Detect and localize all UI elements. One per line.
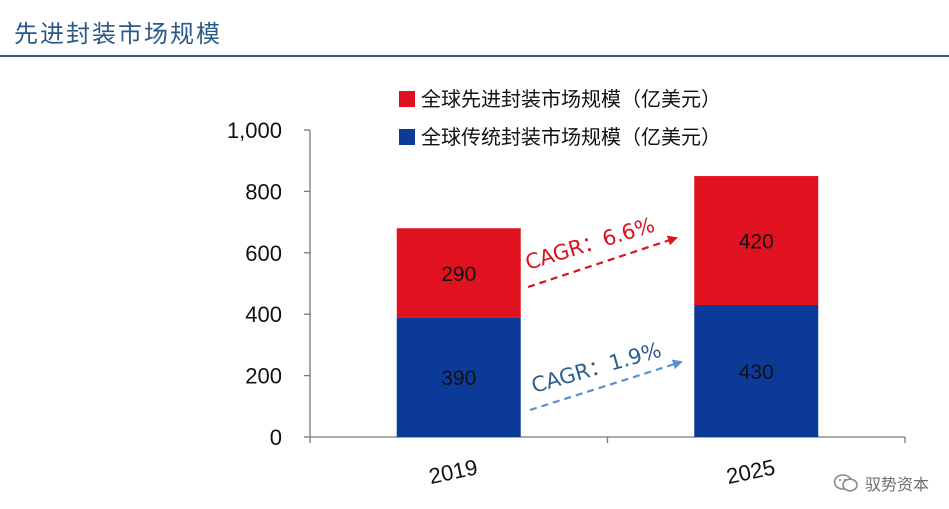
legend-swatch (399, 129, 415, 145)
y-tick-label: 200 (245, 364, 282, 389)
advanced-value-label-2025: 420 (739, 231, 774, 254)
page-title: 先进封装市场规模 (14, 20, 222, 48)
traditional-bar-2025 (694, 304, 819, 437)
traditional-value-label-2025: 430 (739, 361, 774, 384)
advanced-bar-2025 (694, 176, 819, 305)
wechat-icon (833, 474, 858, 492)
y-tick-label: 1,000 (227, 118, 282, 143)
y-tick-label: 0 (270, 425, 282, 450)
cagr-arrow-advanced (527, 235, 678, 289)
legend-label: 全球传统封装市场规模（亿美元） (421, 125, 721, 149)
y-tick-label: 400 (245, 302, 282, 327)
y-tick-label: 800 (245, 179, 282, 204)
legend-label: 全球先进封装市场规模（亿美元） (421, 87, 721, 111)
x-category-label: 2019 (427, 454, 480, 489)
advanced-value-label-2019: 290 (441, 263, 476, 286)
advanced-bar-2019 (396, 228, 521, 318)
title-divider (0, 55, 949, 57)
y-tick-label: 600 (245, 241, 282, 266)
x-category-label: 2025 (724, 454, 777, 489)
legend-swatch (399, 91, 415, 107)
watermark: 驭势资本 (833, 471, 929, 495)
cagr-label-traditional: CAGR：1.9% (529, 338, 664, 398)
traditional-bar-2019 (396, 317, 521, 437)
traditional-value-label-2019: 390 (441, 367, 476, 390)
watermark-text: 驭势资本 (864, 475, 929, 494)
cagr-arrow-traditional (529, 359, 683, 412)
